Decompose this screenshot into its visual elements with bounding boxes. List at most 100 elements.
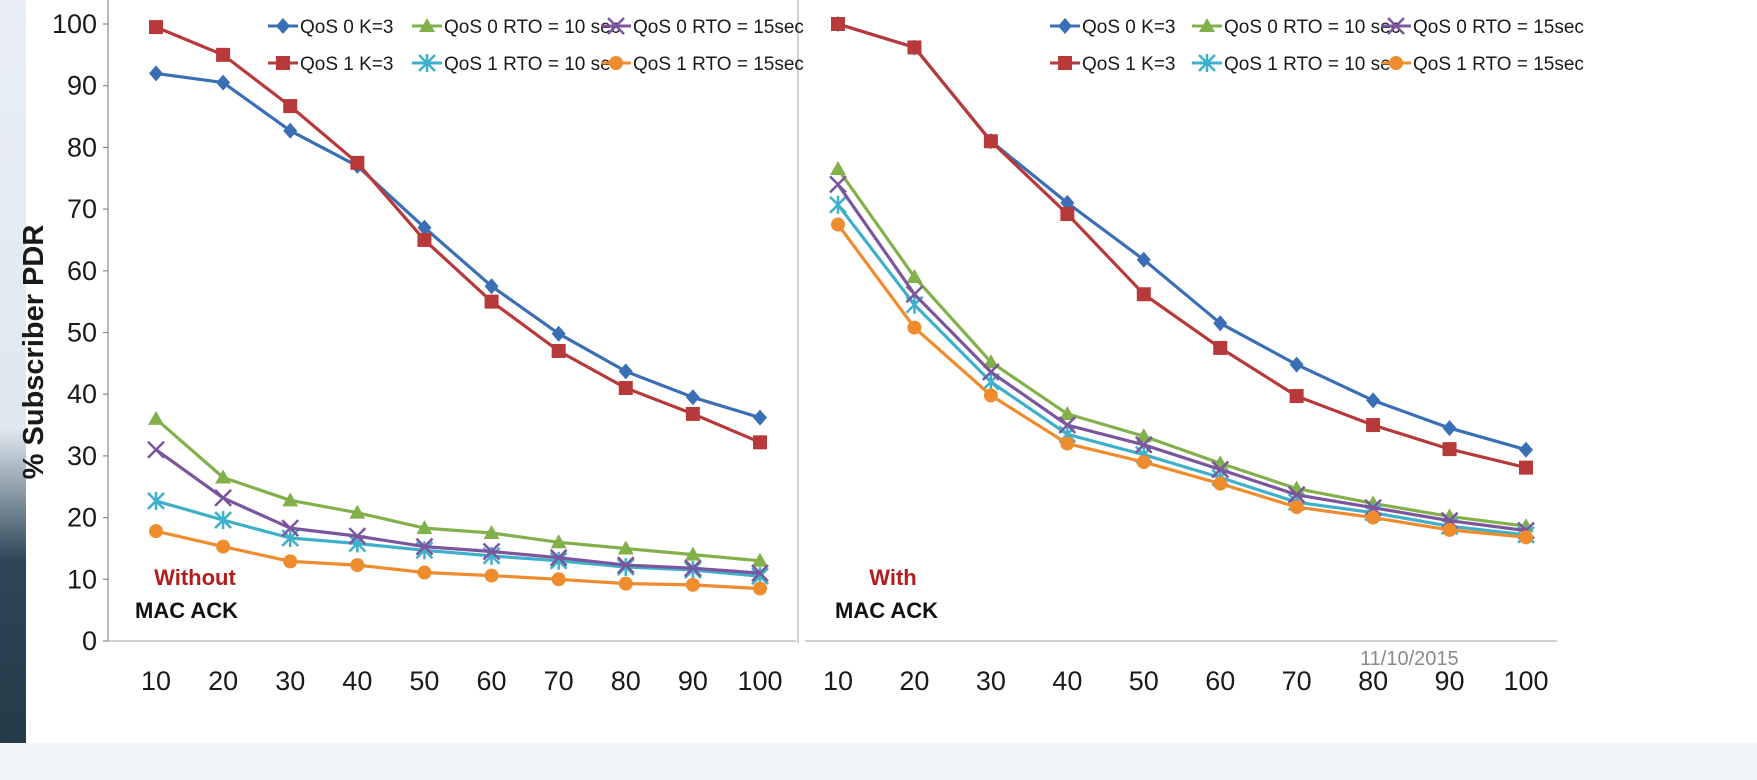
legend-label: QoS 1 RTO = 10 sec <box>444 54 620 75</box>
legend-label: QoS 1 RTO = 10 sec <box>1224 54 1400 75</box>
square-marker <box>1060 207 1075 222</box>
square-marker <box>1366 418 1381 433</box>
chart-panel-2: 10 20 30 40 50 60 70 80 90 100 QoS 0 K=3 QoS 0 RTO … <box>805 16 1584 696</box>
diamond-marker <box>1289 356 1304 373</box>
legend-entry: QoS 0 K=3 <box>1050 17 1175 38</box>
circle-marker <box>618 576 633 591</box>
triangle-marker <box>982 354 999 369</box>
diamond-marker <box>149 65 163 82</box>
circle-marker <box>907 320 922 335</box>
circle-marker <box>1366 510 1381 525</box>
square-marker <box>618 381 633 396</box>
x-marker <box>1387 17 1405 35</box>
triangle-marker <box>906 268 923 283</box>
x-marker <box>1134 435 1153 454</box>
circle-marker <box>1289 500 1304 515</box>
legend-entry: QoS 1 K=3 <box>268 54 393 75</box>
asterisk-marker <box>616 557 635 576</box>
y-tick-label: 10 <box>67 564 97 594</box>
square-marker <box>983 134 998 149</box>
x-tick-label: 60 <box>477 666 507 696</box>
square-marker <box>685 406 700 421</box>
series-line <box>155 448 761 575</box>
diamond-marker <box>1060 194 1075 211</box>
legend-entry: QoS 0 RTO = 15sec <box>601 17 804 38</box>
circle-marker <box>831 217 845 232</box>
x-tick-label: 100 <box>1503 666 1548 696</box>
legend-entry: QoS 1 RTO = 10 sec <box>1192 54 1400 75</box>
triangle-marker <box>752 552 768 567</box>
chart-panel-1: 0 10 20 30 40 50 60 70 80 90 100 % Subscriber PDR 10… <box>18 0 804 696</box>
square-marker <box>1213 340 1228 355</box>
triangle-marker <box>349 504 366 519</box>
asterisk-marker <box>418 54 436 72</box>
y-tick-label: 70 <box>67 194 97 224</box>
diamond-marker <box>1519 441 1533 458</box>
x-tick-label: 10 <box>823 666 853 696</box>
x-marker <box>607 17 625 35</box>
x-tick-label: 30 <box>275 666 305 696</box>
square-marker <box>283 99 298 114</box>
diamond-marker <box>417 219 432 236</box>
annotation-line-1: Without <box>154 565 236 590</box>
x-tick-label: 80 <box>611 666 641 696</box>
legend-label: QoS 1 RTO = 15sec <box>1413 54 1584 75</box>
x-tick-label: 50 <box>1129 666 1159 696</box>
annotation-line-2: MAC ACK <box>135 598 238 623</box>
x-tick-label: 40 <box>342 666 372 696</box>
circle-marker <box>609 56 623 70</box>
triangle-marker <box>148 410 164 425</box>
circle-marker <box>1442 522 1457 537</box>
series-line <box>836 183 1527 533</box>
legend-label: QoS 0 K=3 <box>1082 17 1175 38</box>
triangle-marker <box>617 540 634 555</box>
annotation-line-2: MAC ACK <box>835 598 938 623</box>
square-marker <box>484 294 499 309</box>
y-tick-label: 90 <box>67 71 97 101</box>
circle-marker <box>983 388 998 403</box>
diamond-marker <box>753 409 767 426</box>
legend-label: QoS 1 K=3 <box>1082 54 1175 75</box>
square-marker <box>216 47 231 62</box>
x-tick-label: 80 <box>1358 666 1388 696</box>
x-marker <box>905 285 924 304</box>
x-tick-label: 60 <box>1205 666 1235 696</box>
square-marker <box>907 40 922 55</box>
x-marker <box>348 527 367 545</box>
y-tick-label: 80 <box>67 132 97 162</box>
circle-marker <box>283 554 298 569</box>
series-qos-1-rto-10-sec <box>829 195 1535 544</box>
series-line <box>837 22 1527 470</box>
x-marker <box>281 519 300 537</box>
circle-marker <box>484 568 499 583</box>
y-axis-label: % Subscriber PDR <box>18 225 50 480</box>
x-marker <box>829 175 847 194</box>
legend-entry: QoS 1 RTO = 15sec <box>601 54 804 75</box>
triangle-marker <box>1135 428 1152 443</box>
diamond-marker <box>551 325 566 342</box>
legend-entry: QoS 1 RTO = 10 sec <box>412 54 620 75</box>
circle-marker <box>1213 476 1228 491</box>
legend-label: QoS 1 K=3 <box>300 54 393 75</box>
series-line <box>155 71 761 420</box>
series-qos-1-rto-10-sec <box>147 491 769 586</box>
series-line <box>836 203 1527 537</box>
y-tick-label: 30 <box>67 441 97 471</box>
x-tick-label: 70 <box>544 666 574 696</box>
circle-marker <box>753 581 767 596</box>
legend-label: QoS 1 RTO = 15sec <box>633 54 804 75</box>
diamond-marker <box>1366 392 1381 409</box>
series-line <box>155 529 761 591</box>
series-qos-0-rto-15sec <box>147 440 769 583</box>
x-tick-label: 30 <box>976 666 1006 696</box>
x-marker <box>1211 460 1230 479</box>
square-marker <box>276 56 290 70</box>
series-line <box>154 417 761 563</box>
x-tick-label: 100 <box>737 666 782 696</box>
x-marker <box>1364 498 1382 517</box>
diamond-marker <box>283 122 298 139</box>
circle-marker <box>551 572 566 587</box>
x-marker <box>751 564 769 583</box>
